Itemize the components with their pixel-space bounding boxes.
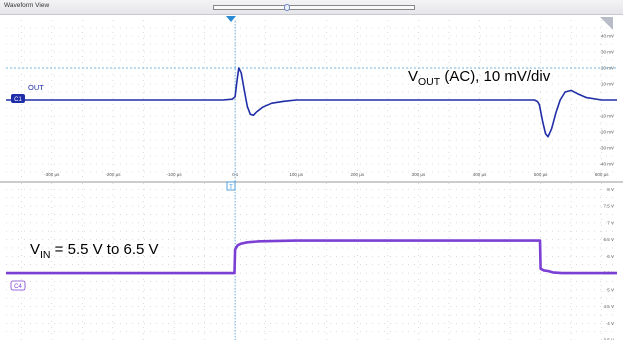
output-y-tick-label: 10 mV <box>601 82 614 87</box>
trigger-marker-icon[interactable]: T <box>226 181 236 191</box>
input-grid <box>6 183 617 340</box>
output-annotation: VOUT (AC), 10 mV/div <box>408 68 551 88</box>
trigger-position-icon[interactable] <box>226 16 236 22</box>
x-tick-label: -300 µs <box>44 172 60 177</box>
output-y-tick-label: -30 mV <box>599 146 614 151</box>
x-tick-label: 500 µs <box>534 172 548 177</box>
input-y-tick-label: 5 V <box>607 287 614 292</box>
input-y-tick-label: 7 V <box>607 220 614 225</box>
output-annotation-base: V <box>408 68 418 85</box>
x-tick-label: 600 µs <box>595 172 609 177</box>
output-series-name: OUT <box>28 83 44 92</box>
input-y-tick-label: 4 V <box>607 321 614 326</box>
x-tick-label: -100 µs <box>166 172 182 177</box>
channel-1-badge[interactable]: C1 <box>11 94 25 103</box>
output-annotation-rest: (AC), 10 mV/div <box>440 68 551 85</box>
input-y-tick-label: 6 V <box>607 254 614 259</box>
output-y-tick-label: -10 mV <box>599 114 614 119</box>
output-y-tick-label: -40 mV <box>599 162 614 167</box>
input-y-tick-label: 4.5 V <box>603 304 614 309</box>
output-trace <box>6 67 617 138</box>
input-annotation: VIN = 5.5 V to 6.5 V <box>30 241 159 261</box>
x-tick-labels: -300 µs -200 µs -100 µs 0 s 100 µs 200 µs 300 … <box>44 172 609 177</box>
timeline-scroll-thumb[interactable] <box>284 4 290 11</box>
labels: OUT VOUT (AC), 10 mV/div VIN = 5.5 V to … <box>28 68 551 261</box>
traces <box>6 67 617 275</box>
reference-corner-icon <box>600 17 613 30</box>
input-annotation-base: V <box>30 241 40 258</box>
input-annotation-rest: = 5.5 V to 6.5 V <box>51 241 159 258</box>
input-annotation-sub: IN <box>40 249 51 261</box>
cursors <box>6 21 617 340</box>
x-tick-label: 0 s <box>232 172 239 177</box>
output-y-tick-label: -20 mV <box>599 130 614 135</box>
x-tick-label: 300 µs <box>412 172 426 177</box>
x-tick-label: 400 µs <box>473 172 487 177</box>
x-tick-label: 100 µs <box>289 172 303 177</box>
input-y-tick-label: 8 V <box>607 187 614 192</box>
waveform-plot: -300 µs -200 µs -100 µs 0 s 100 µs 200 µs 300 … <box>0 15 623 340</box>
x-tick-label: 200 µs <box>351 172 365 177</box>
input-y-tick-label: 3.5 V <box>603 338 614 340</box>
window-title: Waveform View <box>4 2 50 9</box>
plot-background <box>0 15 623 340</box>
timeline-scroll-track[interactable] <box>213 5 415 10</box>
x-tick-label: -200 µs <box>105 172 121 177</box>
input-trace <box>6 239 617 275</box>
channel-1-badge-label: C1 <box>14 97 22 103</box>
input-y-tick-label: 6.5 V <box>603 237 614 242</box>
input-y-tick-label: 7.5 V <box>603 204 614 209</box>
channel-4-badge[interactable]: C4 <box>10 280 26 291</box>
channel-4-badge-label: C4 <box>14 284 22 290</box>
output-y-tick-label: 40 mV <box>601 34 614 39</box>
output-annotation-sub: OUT <box>418 76 441 88</box>
markers: C1 C4 T <box>10 16 613 291</box>
output-y-tick-label: 30 mV <box>601 50 614 55</box>
svg-text:T: T <box>229 185 233 191</box>
